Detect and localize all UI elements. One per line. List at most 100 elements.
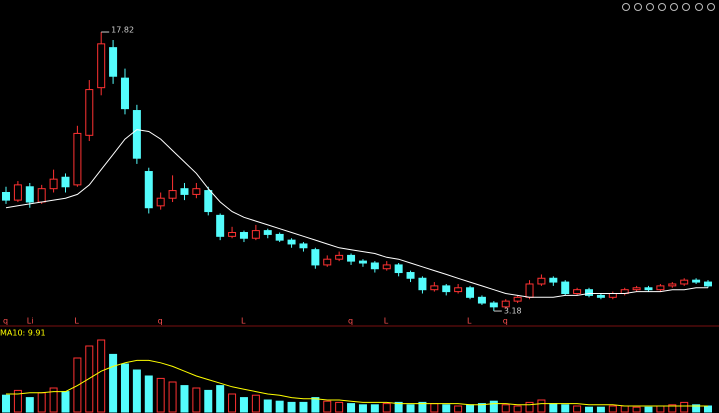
- volume-bar: [335, 401, 344, 413]
- volume-bar: [585, 406, 594, 413]
- candle-body: [704, 281, 712, 287]
- candle-body: [156, 197, 165, 207]
- volume-bar: [311, 397, 320, 413]
- volume-bar: [120, 363, 129, 413]
- volume-bar: [144, 375, 153, 413]
- volume-bar: [596, 406, 605, 413]
- tool-icon[interactable]: [695, 3, 703, 11]
- volume-bar: [704, 405, 712, 413]
- candle-body: [263, 230, 272, 235]
- volume-bar: [549, 403, 558, 413]
- candle-body: [692, 279, 701, 283]
- volume-bar: [216, 385, 225, 413]
- volume-bar: [632, 406, 641, 413]
- candle-body: [394, 264, 403, 274]
- volume-bar: [620, 405, 629, 413]
- volume-bar: [608, 405, 617, 413]
- tool-icon[interactable]: [682, 3, 690, 11]
- toolbar: [622, 3, 715, 11]
- tool-icon[interactable]: [670, 3, 678, 11]
- event-marker: Li: [27, 317, 34, 326]
- volume-bar: [97, 339, 106, 413]
- candle-body: [537, 277, 546, 285]
- volume-bar: [537, 399, 546, 413]
- candle-body: [525, 283, 534, 298]
- volume-bar: [656, 405, 665, 413]
- volume-bar: [501, 404, 510, 413]
- volume-bar: [406, 404, 415, 413]
- candle-body: [335, 254, 344, 260]
- tool-icon[interactable]: [646, 3, 654, 11]
- candle-body: [228, 232, 237, 237]
- volume-bar: [287, 401, 296, 413]
- tool-icon[interactable]: [634, 3, 642, 11]
- volume-bar: [25, 397, 34, 413]
- tool-icon[interactable]: [658, 3, 666, 11]
- volume-bar: [430, 403, 439, 413]
- volume-bar: [299, 401, 308, 413]
- volume-bar: [204, 389, 213, 413]
- volume-label: MA10: 9.91: [0, 329, 46, 338]
- candle-body: [466, 287, 475, 298]
- volume-bar: [251, 394, 260, 413]
- candle-body: [251, 230, 260, 239]
- candle-body: [73, 132, 82, 186]
- candle-body: [85, 89, 94, 136]
- candle-body: [442, 285, 451, 293]
- candle-body: [275, 233, 284, 241]
- candle-body: [2, 191, 10, 201]
- candle-body: [668, 283, 677, 287]
- high-label: 17.82: [111, 26, 134, 35]
- event-marker: L: [241, 317, 246, 326]
- volume-bar: [513, 405, 522, 413]
- event-marker: q: [158, 317, 163, 326]
- event-marker: L: [74, 317, 79, 326]
- event-marker: q: [503, 317, 508, 326]
- volume-bar: [418, 401, 427, 413]
- volume-bar: [394, 401, 403, 413]
- volume-bar: [466, 404, 475, 413]
- volume-bar: [13, 389, 22, 413]
- candle-body: [573, 289, 582, 295]
- candle-body: [204, 190, 213, 213]
- volume-bar: [275, 400, 284, 413]
- candle-body: [120, 77, 129, 110]
- candle-body: [489, 302, 498, 308]
- event-marker: q: [348, 317, 353, 326]
- volume-bar: [180, 385, 189, 413]
- volume-bar: [239, 397, 248, 413]
- volume-bar: [323, 400, 332, 413]
- candle-body: [358, 260, 367, 264]
- volume-bar: [644, 406, 653, 413]
- candle-body: [382, 264, 391, 270]
- volume-bar: [382, 403, 391, 413]
- volume-bar: [85, 345, 94, 413]
- volume-bar: [668, 404, 677, 413]
- volume-bar: [442, 404, 451, 413]
- volume-bar: [454, 405, 463, 413]
- candle-body: [347, 254, 356, 262]
- volume-bar: [525, 401, 534, 413]
- tool-icon[interactable]: [622, 3, 630, 11]
- candle-body: [49, 178, 58, 190]
- tool-icon[interactable]: [707, 3, 715, 11]
- volume-bar: [489, 400, 498, 413]
- volume-bar: [49, 387, 58, 413]
- low-label: 3.18: [504, 307, 522, 316]
- candle-body: [13, 184, 22, 201]
- event-marker: q: [3, 317, 8, 326]
- candle-body: [144, 171, 153, 209]
- ma-line: [5, 129, 708, 298]
- candle-body: [418, 277, 427, 291]
- candle-body: [454, 287, 463, 293]
- volume-bar: [370, 404, 379, 413]
- candle-body: [585, 289, 594, 296]
- candle-body: [109, 47, 118, 77]
- volume-bar: [680, 401, 689, 413]
- candle-body: [132, 110, 141, 159]
- volume-bar: [73, 357, 82, 413]
- volume-bar: [2, 394, 10, 413]
- candle-body: [25, 186, 34, 203]
